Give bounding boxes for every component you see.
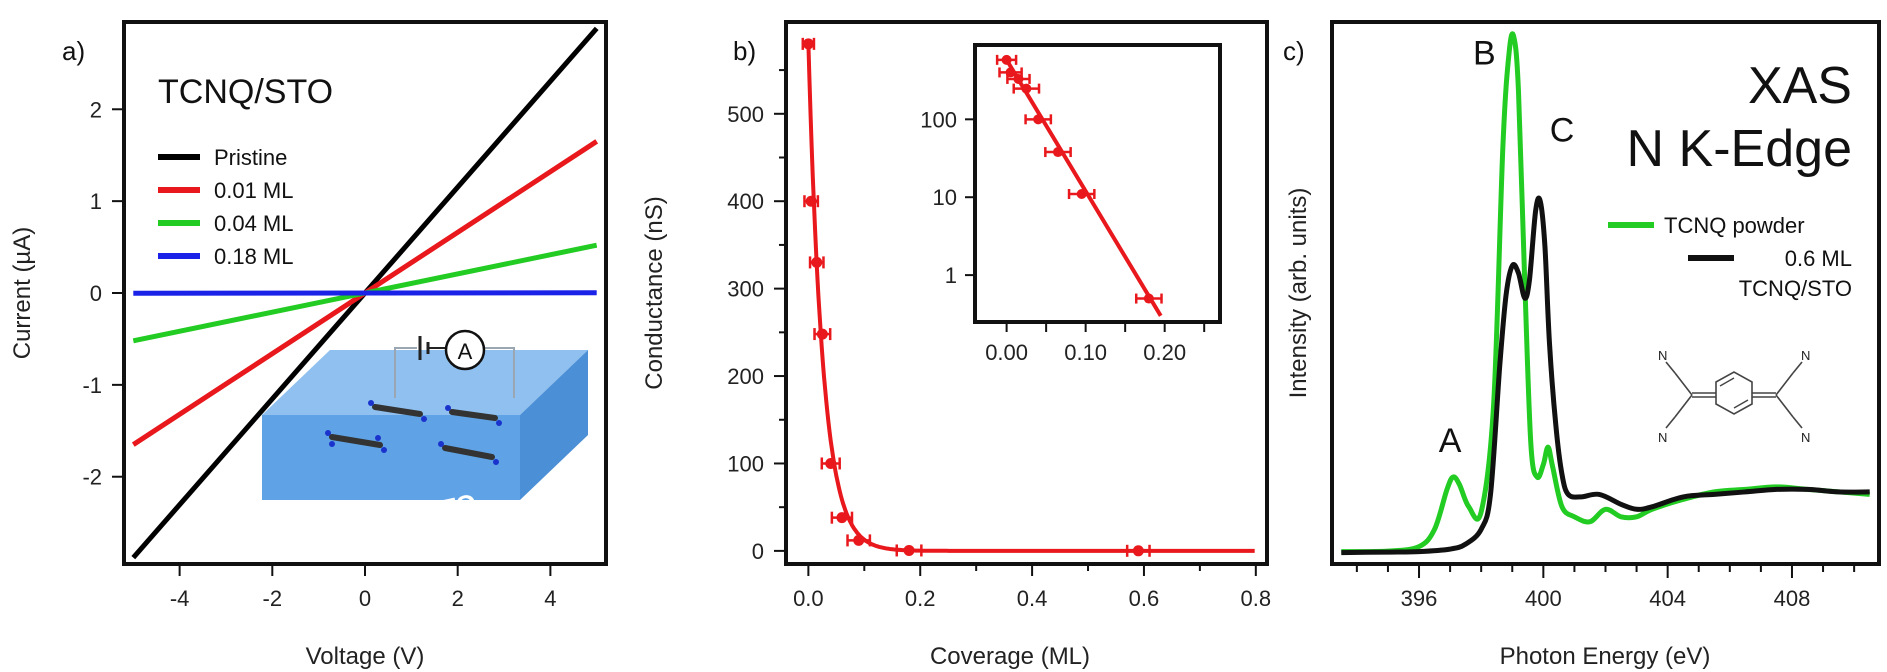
- panel-c-label: c): [1283, 36, 1305, 66]
- y-tick-label: -1: [82, 373, 102, 398]
- x-tick-label: 0.2: [905, 586, 936, 611]
- data-point: [836, 512, 848, 524]
- x-tick-label: 408: [1774, 586, 1811, 611]
- panel-c-ylabel: Intensity (arb. units): [1285, 188, 1312, 399]
- inset-y-tick-label: 100: [920, 107, 957, 132]
- tcnq-structure-drawing: N N N N: [1658, 348, 1810, 445]
- y-tick-label: 300: [727, 277, 764, 302]
- x-tick-label: -4: [170, 586, 190, 611]
- inset-x-tick-label: 0.00: [985, 340, 1028, 365]
- x-tick-label: 0.8: [1241, 586, 1272, 611]
- panel-c-title-line-1: XAS: [1748, 57, 1852, 115]
- ring-icon: [1715, 371, 1753, 415]
- sto-substrate-side: [520, 350, 588, 500]
- x-tick-label: 0.6: [1129, 586, 1160, 611]
- panel-c-title-line-2: N K-Edge: [1627, 120, 1852, 178]
- x-tick-label: 396: [1401, 586, 1438, 611]
- panel-a: a) STO A: [9, 20, 608, 670]
- peak-label-b: B: [1473, 34, 1496, 72]
- y-tick-label: 0: [90, 281, 102, 306]
- inset-data-point: [1033, 114, 1044, 125]
- panel-c-xlabel: Photon Energy (eV): [1500, 643, 1711, 670]
- nitrogen-label: N: [1801, 348, 1810, 363]
- molecule-icon: [325, 430, 387, 453]
- legend-text: 0.01 ML: [214, 178, 294, 203]
- nitrogen-label: N: [1801, 430, 1810, 445]
- ammeter-label: A: [458, 339, 473, 364]
- nitrogen-label: N: [1658, 430, 1667, 445]
- inset-y-tick-label: 10: [933, 185, 957, 210]
- x-tick-label: 0.4: [1017, 586, 1048, 611]
- x-tick-label: 0: [359, 586, 371, 611]
- panel-b-frame: [784, 20, 1269, 566]
- panel-b-label: b): [733, 36, 756, 66]
- inset-fit-line: [1004, 58, 1163, 317]
- x-tick-label: 400: [1525, 586, 1562, 611]
- x-tick-label: -2: [263, 586, 283, 611]
- legend-text-tcnq-sto-line-1: 0.6 ML: [1785, 246, 1852, 271]
- wire-right: [485, 347, 515, 398]
- peak-label-c: C: [1550, 111, 1575, 149]
- panel-a-ylabel: Current (µA): [9, 227, 36, 360]
- y-tick-label: 100: [727, 451, 764, 476]
- data-point: [811, 256, 823, 268]
- inset-data-point: [1052, 147, 1063, 158]
- molecule-icon: [368, 400, 427, 422]
- molecule-icon: [445, 405, 502, 426]
- legend-text: 0.04 ML: [214, 211, 294, 236]
- sto-substrate-top: [262, 350, 588, 415]
- inset-data-point: [1013, 73, 1024, 84]
- data-point: [853, 534, 865, 546]
- panel-a-title: TCNQ/STO: [158, 73, 333, 111]
- fit-curve: [806, 43, 1255, 553]
- y-tick-label: 0: [752, 539, 764, 564]
- panel-c: c) 396 400 404 408 XAS N K-Edge A B C TCNQ po…: [1283, 20, 1881, 670]
- legend-text: Pristine: [214, 145, 287, 170]
- device-schematic: STO A: [262, 329, 588, 528]
- nitrogen-label: N: [1658, 348, 1667, 363]
- wire-left: [394, 347, 417, 398]
- legend-text-tcnq-sto-line-2: TCNQ/STO: [1739, 276, 1852, 301]
- inset-data-point: [1076, 188, 1087, 199]
- y-tick-label: 2: [90, 97, 102, 122]
- legend-text: 0.18 ML: [214, 244, 294, 269]
- inset-y-tick-label: 1: [945, 263, 957, 288]
- data-point: [903, 544, 915, 556]
- data-point: [805, 195, 817, 207]
- spectrum-line-tcnq-sto: [1341, 195, 1870, 556]
- ammeter-icon: [444, 329, 486, 371]
- x-tick-label: 2: [452, 586, 464, 611]
- y-tick-label: 400: [727, 189, 764, 214]
- panel-b-ylabel: Conductance (nS): [641, 196, 668, 389]
- panel-a-legend: Pristine 0.01 ML 0.04 ML 0.18 ML: [158, 145, 294, 269]
- data-point: [816, 328, 828, 340]
- peak-label-a: A: [1439, 422, 1462, 460]
- y-tick-label: 1: [90, 189, 102, 214]
- x-tick-label: 0.0: [793, 586, 824, 611]
- panel-b-xlabel: Coverage (ML): [930, 643, 1090, 670]
- panel-b-inset: 0.00 0.10 0.20 1 10 100: [920, 43, 1222, 365]
- y-tick-label: 200: [727, 364, 764, 389]
- data-point: [825, 457, 837, 469]
- panel-a-xlabel: Voltage (V): [306, 643, 425, 670]
- inset-data-point: [1021, 83, 1032, 94]
- x-tick-label: 404: [1649, 586, 1686, 611]
- data-point: [802, 38, 814, 50]
- y-tick-label: -2: [82, 465, 102, 490]
- panel-c-legend: TCNQ powder 0.6 ML TCNQ/STO: [1608, 213, 1852, 301]
- y-tick-label: 500: [727, 102, 764, 127]
- inset-x-tick-label: 0.10: [1064, 340, 1107, 365]
- inset-frame: [973, 43, 1222, 324]
- x-tick-label: 4: [544, 586, 556, 611]
- inset-data-point: [1143, 293, 1154, 304]
- data-point: [1132, 545, 1144, 557]
- inset-x-tick-label: 0.20: [1143, 340, 1186, 365]
- panel-a-label: a): [62, 36, 85, 66]
- legend-text-tcnq-powder: TCNQ powder: [1664, 213, 1805, 238]
- sto-substrate-front: [262, 415, 520, 500]
- inset-data-point: [1001, 54, 1012, 65]
- molecule-icon: [438, 441, 499, 465]
